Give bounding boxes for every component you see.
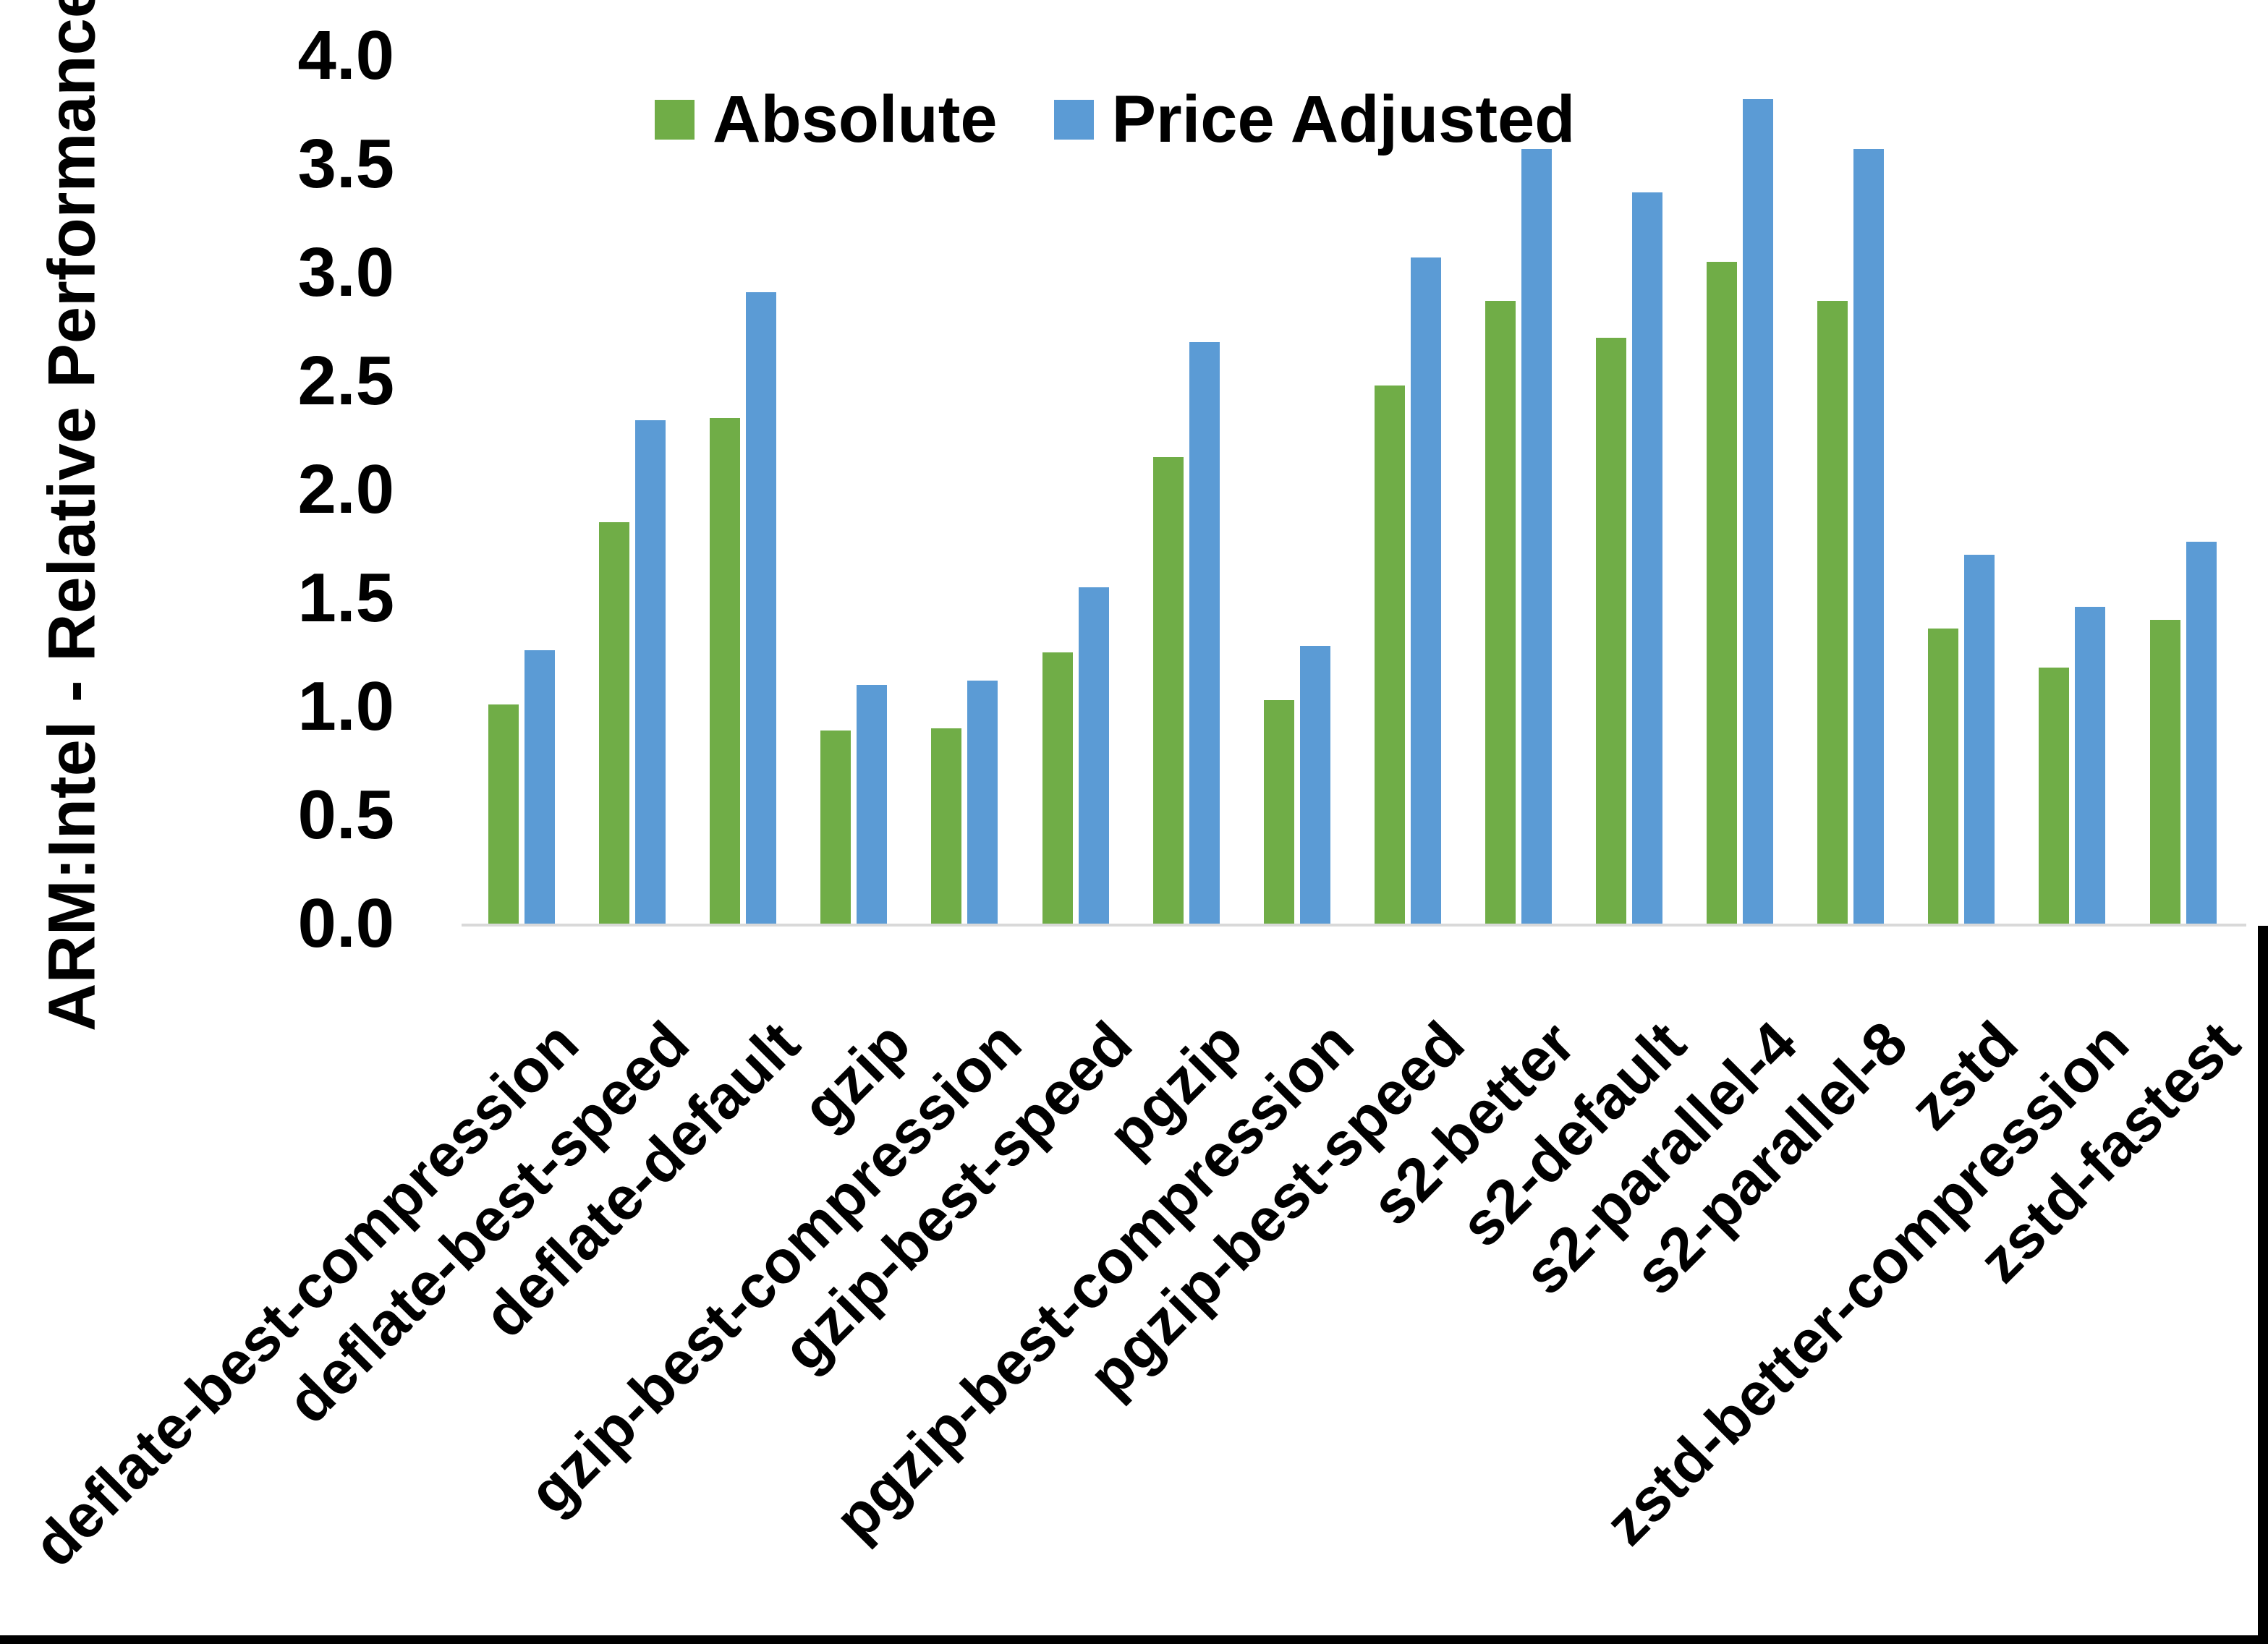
legend-swatch-absolute-icon	[655, 99, 695, 140]
y-tick-label: 3.0	[297, 234, 394, 311]
legend-item-price-adjusted[interactable]: Price Adjusted	[1053, 82, 1576, 156]
bar-price-adjusted-zstd[interactable]	[1964, 555, 1995, 924]
y-tick-label: 0.0	[297, 885, 394, 962]
bar-absolute-deflate-best-speed[interactable]	[599, 522, 630, 924]
bar-price-adjusted-zstd-fastest[interactable]	[2186, 542, 2217, 924]
bar-price-adjusted-deflate-best-compression[interactable]	[524, 650, 555, 924]
bottom-border	[0, 1635, 2268, 1644]
bar-price-adjusted-s2-parallel-4[interactable]	[1743, 99, 1774, 924]
bar-absolute-s2-parallel-8[interactable]	[1817, 301, 1848, 924]
bar-absolute-pgzip-best-compression[interactable]	[1263, 700, 1294, 924]
y-tick-label: 2.5	[297, 342, 394, 419]
bar-absolute-deflate-best-compression[interactable]	[488, 704, 519, 924]
bar-absolute-gzip[interactable]	[820, 731, 851, 924]
bar-absolute-pgzip-best-speed[interactable]	[1374, 386, 1405, 924]
bar-price-adjusted-deflate-best-speed[interactable]	[635, 420, 666, 924]
bar-price-adjusted-pgzip[interactable]	[1189, 342, 1220, 924]
bar-absolute-s2-default[interactable]	[1596, 338, 1626, 924]
bar-price-adjusted-s2-default[interactable]	[1632, 192, 1662, 924]
legend-label-absolute: Absolute	[713, 82, 998, 156]
legend-label-price-adjusted: Price Adjusted	[1111, 82, 1576, 156]
legend-swatch-price-adjusted-icon	[1053, 99, 1094, 140]
x-axis-line	[462, 924, 2246, 927]
y-tick-label: 2.0	[297, 451, 394, 528]
bar-price-adjusted-pgzip-best-compression[interactable]	[1299, 646, 1330, 924]
bar-absolute-gzip-best-compression[interactable]	[931, 728, 962, 924]
bar-absolute-s2-better[interactable]	[1485, 301, 1516, 924]
bar-price-adjusted-gzip[interactable]	[857, 685, 888, 924]
bar-price-adjusted-pgzip-best-speed[interactable]	[1410, 257, 1441, 924]
bar-absolute-pgzip[interactable]	[1152, 457, 1184, 924]
y-tick-label: 1.5	[297, 559, 394, 636]
bar-absolute-deflate-default[interactable]	[710, 418, 741, 924]
bar-price-adjusted-s2-parallel-8[interactable]	[1853, 149, 1885, 924]
y-tick-label: 1.0	[297, 668, 394, 745]
bar-absolute-zstd[interactable]	[1928, 629, 1959, 924]
legend: Absolute Price Adjusted	[655, 82, 1576, 156]
y-tick-label: 0.5	[297, 776, 394, 853]
bar-price-adjusted-deflate-default[interactable]	[746, 292, 777, 924]
bar-absolute-gzip-best-speed[interactable]	[1042, 652, 1073, 924]
bar-absolute-s2-parallel-4[interactable]	[1707, 262, 1738, 924]
bar-price-adjusted-gzip-best-compression[interactable]	[967, 681, 998, 924]
bar-price-adjusted-zstd-better-compression[interactable]	[2075, 607, 2106, 924]
right-border	[2258, 926, 2268, 1644]
y-tick-label: 4.0	[297, 17, 394, 94]
bar-absolute-zstd-better-compression[interactable]	[2039, 668, 2070, 924]
y-tick-label: 3.5	[297, 125, 394, 203]
bar-price-adjusted-s2-better[interactable]	[1521, 149, 1552, 924]
bar-absolute-zstd-fastest[interactable]	[2149, 620, 2180, 924]
legend-item-absolute[interactable]: Absolute	[655, 82, 998, 156]
bar-price-adjusted-gzip-best-speed[interactable]	[1078, 587, 1109, 924]
